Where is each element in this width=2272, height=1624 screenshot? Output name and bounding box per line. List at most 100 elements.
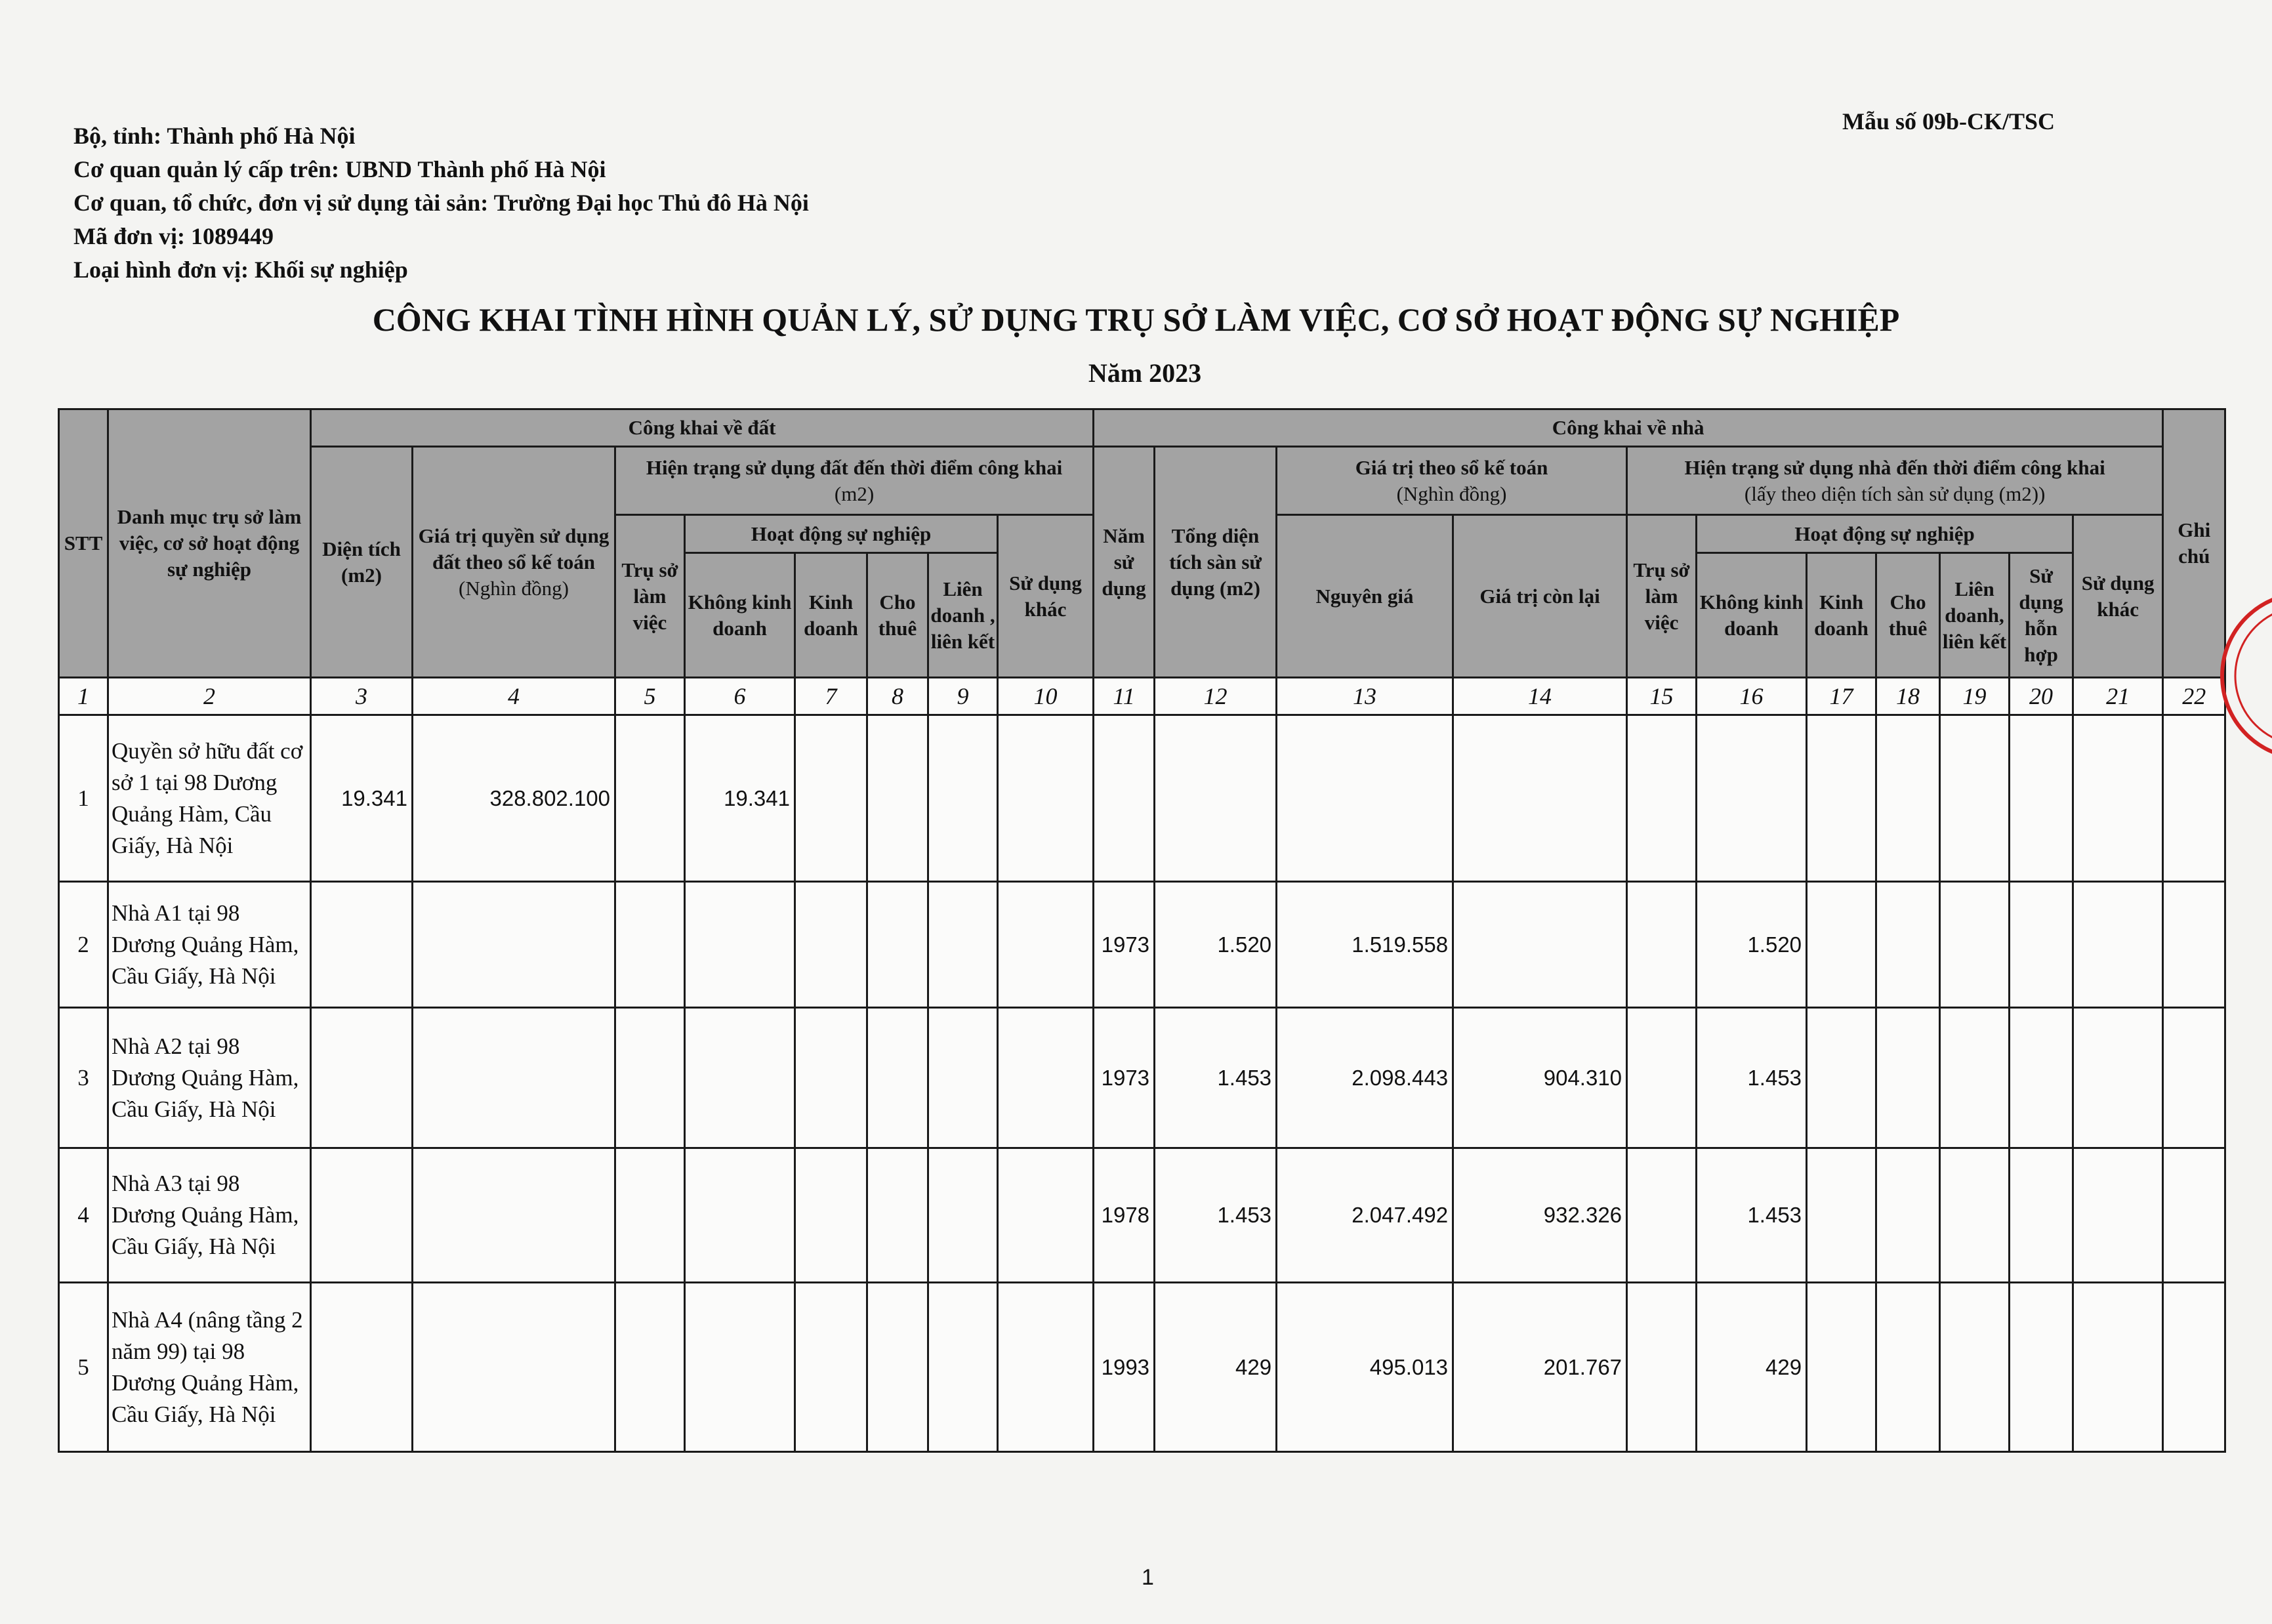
column-number: 19 <box>1939 677 2011 716</box>
official-stamp <box>2220 598 2272 754</box>
column-number: 4 <box>411 677 616 716</box>
cell-col-6 <box>684 1281 796 1453</box>
info-unit-type: Loại hình đơn vị: Khối sự nghiệp <box>73 257 408 283</box>
th-land-business: Kinh doanh <box>794 552 868 678</box>
cell-name: Nhà A1 tại 98 Dương Quảng Hàm, Cầu Giấy,… <box>107 881 312 1009</box>
column-number: 14 <box>1452 677 1628 716</box>
cell-col-8 <box>866 714 929 883</box>
cell-name: Nhà A4 (nâng tầng 2 năm 99) tại 98 Dương… <box>107 1281 312 1453</box>
info-superior: Cơ quan quản lý cấp trên: UBND Thành phố… <box>73 156 606 182</box>
cell-col-6: 19.341 <box>684 714 796 883</box>
cell-col-6 <box>684 881 796 1009</box>
cell-col-18 <box>1875 1147 1941 1283</box>
th-house-non-business: Không kinh doanh <box>1695 552 1808 678</box>
th-house-other-use: Sử dụng khác <box>2072 514 2164 678</box>
th-year-used: Năm sử dụng <box>1092 446 1156 678</box>
cell-col-11: 1973 <box>1092 881 1156 1009</box>
cell-col-16: 1.453 <box>1695 1147 1808 1283</box>
cell-name: Nhà A3 tại 98 Dương Quảng Hàm, Cầu Giấy,… <box>107 1147 312 1283</box>
cell-col-21 <box>2072 1147 2164 1283</box>
th-land-status-label: Hiện trạng sử dụng đất đến thời điểm côn… <box>646 455 1063 479</box>
cell-col-20 <box>2008 714 2075 883</box>
cell-col-5 <box>614 1281 686 1453</box>
cell-col-9 <box>927 1147 999 1283</box>
column-number: 6 <box>684 677 796 716</box>
cell-col-11: 1993 <box>1092 1281 1156 1453</box>
cell-col-8 <box>866 1281 929 1453</box>
cell-name: Nhà A2 tại 98 Dương Quảng Hàm, Cầu Giấy,… <box>107 1007 312 1149</box>
cell-col-18 <box>1875 1281 1941 1453</box>
cell-col-18 <box>1875 714 1941 883</box>
th-land-non-business: Không kinh doanh <box>684 552 796 678</box>
cell-col-17 <box>1806 1281 1878 1453</box>
cell-col-7 <box>794 1281 868 1453</box>
cell-col-21 <box>2072 714 2164 883</box>
cell-col-18 <box>1875 881 1941 1009</box>
th-name: Danh mục trụ sở làm việc, cơ sở hoạt độn… <box>107 408 312 678</box>
column-number: 5 <box>614 677 686 716</box>
cell-col-20 <box>2008 1147 2075 1283</box>
cell-col-11: 1973 <box>1092 1007 1156 1149</box>
column-number: 11 <box>1092 677 1156 716</box>
cell-col-4 <box>411 1147 616 1283</box>
column-number: 10 <box>996 677 1095 716</box>
th-original-cost: Nguyên giá <box>1275 514 1455 678</box>
cell-col-20 <box>2008 1007 2075 1149</box>
th-land-value-label: Giá trị quyền sử dụng đất theo sổ kế toá… <box>418 524 609 573</box>
column-number: 21 <box>2072 677 2164 716</box>
cell-col-13: 2.098.443 <box>1275 1007 1455 1149</box>
cell-col-14: 932.326 <box>1452 1147 1628 1283</box>
cell-col-12: 1.453 <box>1153 1007 1278 1149</box>
cell-col-13: 495.013 <box>1275 1281 1455 1453</box>
th-house-status-unit: (lấy theo diện tích sàn sử dụng (m2)) <box>1744 482 2046 505</box>
cell-col-15 <box>1626 1147 1698 1283</box>
cell-col-7 <box>794 1147 868 1283</box>
column-number: 3 <box>310 677 413 716</box>
cell-col-5 <box>614 1007 686 1149</box>
th-house-status: Hiện trạng sử dụng nhà đến thời điểm côn… <box>1626 446 2164 516</box>
th-land-other-use: Sử dụng khác <box>996 514 1095 678</box>
th-land-lease: Cho thuê <box>866 552 929 678</box>
cell-col-13: 1.519.558 <box>1275 881 1455 1009</box>
cell-col-3 <box>310 1281 413 1453</box>
cell-col-22 <box>2162 1147 2227 1283</box>
cell-col-8 <box>866 1007 929 1149</box>
cell-col-15 <box>1626 714 1698 883</box>
th-land: Công khai về đất <box>309 408 1095 448</box>
cell-stt: 1 <box>58 714 109 883</box>
th-house-mixed-use: Sử dụng hỗn hợp <box>2008 552 2075 678</box>
info-ministry: Bộ, tỉnh: Thành phố Hà Nội <box>73 123 356 149</box>
cell-col-17 <box>1806 714 1878 883</box>
document-year: Năm 2023 <box>1088 358 1202 388</box>
cell-col-3 <box>310 1007 413 1149</box>
th-land-office: Trụ sở làm việc <box>614 514 686 678</box>
cell-col-16: 1.453 <box>1695 1007 1808 1149</box>
unit-info: Bộ, tỉnh: Thành phố Hà Nội Cơ quan quản … <box>73 119 809 287</box>
th-land-value-unit: (Nghìn đồng) <box>459 576 569 600</box>
th-book-value: Giá trị theo sổ kế toán (Nghìn đồng) <box>1275 446 1628 516</box>
cell-col-19 <box>1939 881 2011 1009</box>
cell-col-22 <box>2162 1007 2227 1149</box>
column-number: 22 <box>2162 677 2227 716</box>
column-number: 2 <box>107 677 312 716</box>
cell-col-10 <box>996 1007 1095 1149</box>
table-row: 5 Nhà A4 (nâng tầng 2 năm 99) tại 98 Dươn… <box>58 1281 2227 1453</box>
cell-col-9 <box>927 1007 999 1149</box>
cell-col-13 <box>1275 714 1455 883</box>
cell-col-8 <box>866 881 929 1009</box>
cell-col-19 <box>1939 1281 2011 1453</box>
cell-col-17 <box>1806 881 1878 1009</box>
cell-col-13: 2.047.492 <box>1275 1147 1455 1283</box>
column-number: 17 <box>1806 677 1878 716</box>
th-floor-area: Tổng diện tích sàn sử dụng (m2) <box>1153 446 1278 678</box>
cell-col-19 <box>1939 1007 2011 1149</box>
info-organization: Cơ quan, tổ chức, đơn vị sử dụng tài sản… <box>73 190 809 216</box>
cell-col-7 <box>794 1007 868 1149</box>
cell-col-5 <box>614 1147 686 1283</box>
cell-col-7 <box>794 881 868 1009</box>
cell-col-14: 904.310 <box>1452 1007 1628 1149</box>
cell-col-12: 429 <box>1153 1281 1278 1453</box>
cell-col-16 <box>1695 714 1808 883</box>
column-number: 20 <box>2008 677 2075 716</box>
cell-col-16: 429 <box>1695 1281 1808 1453</box>
